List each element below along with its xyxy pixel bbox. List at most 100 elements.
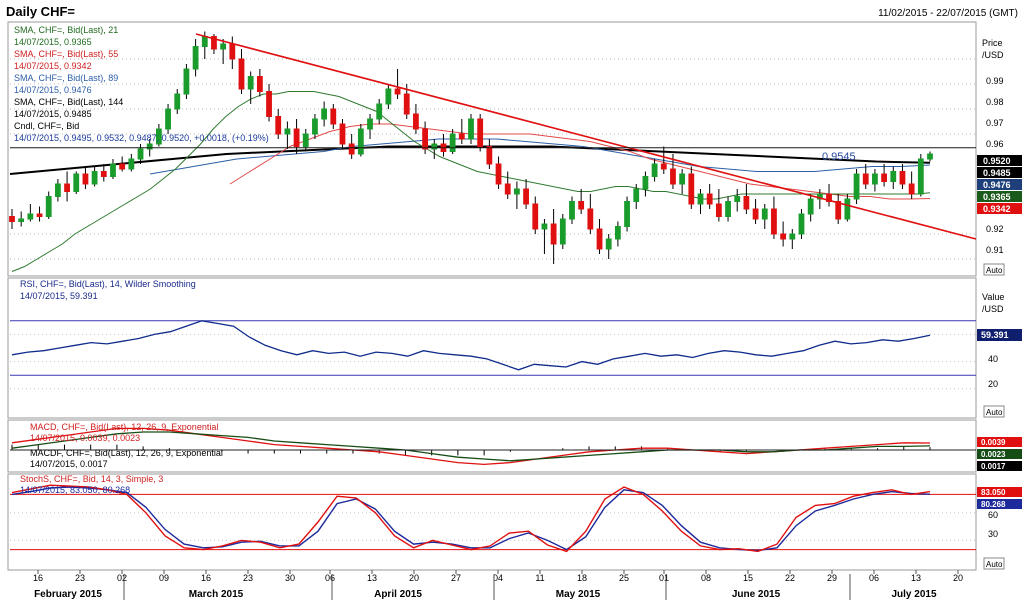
- candle-down: [330, 108, 337, 125]
- macd-legend2-label: MACDF, CHF=, Bid(Last), 12, 26, 9, Expon…: [30, 448, 223, 458]
- candle-up: [302, 133, 309, 147]
- candle-up: [27, 213, 34, 220]
- candle-down: [771, 208, 777, 235]
- candle-up: [468, 118, 474, 140]
- x-tick-label: 16: [201, 573, 211, 583]
- candle-down: [238, 58, 245, 90]
- price-tick: 0.96: [986, 139, 1004, 149]
- price-auto-button[interactable]: [983, 263, 1005, 276]
- candle-up: [917, 158, 924, 195]
- x-tick-label: 02: [117, 573, 127, 583]
- downtrend-line: [195, 33, 977, 240]
- candle-down: [82, 173, 89, 185]
- rsi-auto-label: Auto: [986, 408, 1003, 417]
- x-tick-label: 23: [75, 573, 85, 583]
- candle-down: [100, 171, 107, 177]
- legend-sma89-label: SMA, CHF=, Bid(Last), 89: [14, 73, 118, 83]
- candle-up: [376, 103, 383, 120]
- stoch-tick: 30: [988, 529, 998, 539]
- macd-legend1-value: 14/07/2015, 0.0039, 0.0023: [30, 433, 140, 443]
- resistance-label: 0.9545: [822, 151, 856, 163]
- candle-up: [91, 171, 98, 185]
- candle-down: [486, 146, 493, 165]
- candle-up: [385, 88, 392, 105]
- price-badge-sma144-text: 0.9485: [983, 168, 1011, 178]
- candle-up: [633, 188, 640, 202]
- legend-sma144-label: SMA, CHF=, Bid(Last), 144: [14, 97, 123, 107]
- candle-up: [183, 68, 190, 95]
- macd-line: [11, 427, 931, 466]
- rsi-legend-label: RSI, CHF=, Bid(Last), 14, Wilder Smoothi…: [20, 279, 196, 289]
- candle-down: [899, 171, 906, 185]
- rsi-legend-value: 14/07/2015, 59.391: [20, 291, 98, 301]
- candle-down: [275, 116, 282, 135]
- sma21-line: [11, 91, 931, 272]
- x-tick-label: 08: [701, 573, 711, 583]
- stoch-tick: 60: [988, 510, 998, 520]
- candle-up: [55, 183, 61, 197]
- price-axis-title: Price: [982, 38, 1003, 48]
- x-axis-ticks: 16 23 02 09 16 23 30 06 13 20 27 04 11 18 25 01 08 15 22 29…: [33, 570, 963, 583]
- candle-down: [862, 173, 869, 185]
- x-tick-label: 27: [451, 573, 461, 583]
- candle-down: [339, 123, 346, 145]
- macd-hist-badge: [977, 461, 1022, 471]
- x-tick-label: 30: [285, 573, 295, 583]
- x-tick-label: 13: [911, 573, 921, 583]
- candle-down: [688, 173, 695, 205]
- price-grid: [10, 58, 976, 260]
- candle-up: [624, 201, 630, 227]
- rsi-axis-title: Value: [982, 292, 1004, 302]
- rsi-axis-unit: /USD: [982, 304, 1004, 314]
- candle-up: [201, 36, 208, 47]
- macd-hist-badge-text: 0.0017: [981, 462, 1006, 471]
- macd-legend2-value: 14/07/2015, 0.0017: [30, 459, 108, 469]
- candle-down: [229, 43, 236, 60]
- stoch-auto-button[interactable]: [983, 557, 1005, 570]
- price-badge-sma21-text: 0.9365: [983, 192, 1011, 202]
- candle-down: [596, 228, 603, 250]
- candle-up: [321, 108, 328, 120]
- candle-up: [165, 108, 171, 130]
- x-tick-label: 29: [827, 573, 837, 583]
- candle-up: [110, 163, 116, 177]
- price-badge-sma89: [977, 179, 1022, 190]
- price-legend: SMA, CHF=, Bid(Last), 21 14/07/2015, 0.9…: [14, 25, 269, 143]
- x-tick-label: 25: [619, 573, 629, 583]
- macd-legend1-label: MACD, CHF=, Bid(Last), 12, 26, 9, Expone…: [30, 422, 218, 432]
- price-tick: 0.97: [986, 118, 1004, 128]
- month-label: March 2015: [189, 589, 244, 600]
- macd-panel-frame: [7, 419, 977, 473]
- rsi-auto-button[interactable]: [983, 405, 1005, 418]
- month-label: July 2015: [891, 589, 936, 600]
- candle-up: [367, 118, 373, 130]
- candle-up: [569, 201, 575, 220]
- price-badge-close-text: 0.9520: [983, 156, 1011, 166]
- x-tick-label: 11: [535, 573, 544, 583]
- price-axis-unit: /USD: [982, 50, 1004, 60]
- x-tick-label: 01: [659, 573, 669, 583]
- candle-up: [844, 198, 851, 220]
- x-tick-label: 18: [577, 573, 587, 583]
- rsi-tick: 40: [988, 354, 998, 364]
- candle-up: [559, 218, 566, 245]
- legend-sma55-label: SMA, CHF=, Bid(Last), 55: [14, 49, 118, 59]
- price-tick: 0.98: [986, 97, 1004, 107]
- candle-down: [715, 203, 722, 217]
- candle-down: [826, 193, 832, 202]
- stoch-legend-label: StochS, CHF=, Bid, 14, 3, Simple, 3: [20, 474, 163, 484]
- candle-down: [477, 118, 484, 147]
- macd-badge: [977, 437, 1022, 447]
- stoch-d-badge-text: 80.268: [981, 500, 1006, 509]
- rsi-tick: 20: [988, 379, 998, 389]
- candle-down: [670, 168, 676, 185]
- x-tick-label: 16: [33, 573, 43, 583]
- candle-down: [36, 213, 43, 217]
- rsi-line: [11, 320, 931, 371]
- sma89-line: [149, 138, 931, 175]
- legend-sma21-label: SMA, CHF=, Bid(Last), 21: [14, 25, 118, 35]
- candle-down: [64, 183, 70, 192]
- candle-up: [174, 93, 181, 110]
- stoch-d-line: [11, 486, 931, 552]
